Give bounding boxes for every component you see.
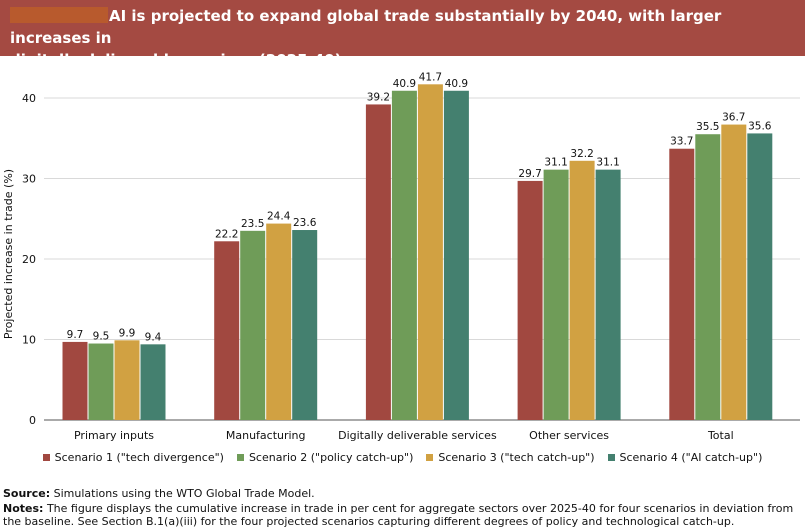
bar-scenario-3-cat-1 xyxy=(114,340,140,420)
legend-swatch xyxy=(607,454,615,461)
legend-swatch xyxy=(426,454,434,461)
legend-label: Scenario 2 ("policy catch-up") xyxy=(248,451,414,464)
chart-title-line1: AI is projected to expand global trade s… xyxy=(10,7,722,47)
data-label: 31.1 xyxy=(596,157,619,169)
data-label: 36.7 xyxy=(722,112,745,124)
legend-swatch xyxy=(236,454,244,461)
data-label: 40.9 xyxy=(445,78,468,90)
data-label: 40.9 xyxy=(393,78,416,90)
bar-scenario-4-cat-3 xyxy=(443,90,469,420)
notes-text: The figure displays the cumulative incre… xyxy=(3,501,794,529)
data-label: 35.5 xyxy=(696,121,719,133)
bar-scenario-1-cat-3 xyxy=(365,104,391,420)
bar-scenario-2-cat-2 xyxy=(240,230,266,420)
y-tick-label: 40 xyxy=(22,92,36,105)
data-label: 41.7 xyxy=(419,71,442,83)
notes-note: Notes: The figure displays the cumulativ… xyxy=(3,502,803,529)
legend-label: Scenario 1 ("tech divergence") xyxy=(54,451,224,464)
data-label: 31.1 xyxy=(544,157,567,169)
legend-item-scenario-2: Scenario 2 ("policy catch-up") xyxy=(236,451,414,464)
legend-item-scenario-1: Scenario 1 ("tech divergence") xyxy=(42,451,224,464)
x-category-label: Other services xyxy=(529,429,609,442)
data-label: 9.5 xyxy=(93,331,110,343)
y-tick-label: 10 xyxy=(22,334,36,347)
bar-scenario-3-cat-4 xyxy=(569,160,595,420)
data-label: 24.4 xyxy=(267,211,291,223)
bar-chart: 0 10 20 30 40 9.7 9.5 9.9 9.4 22.223.524.423.6 39… xyxy=(2,71,800,442)
x-category-label: Primary inputs xyxy=(74,429,154,442)
bar-scenario-4-cat-1 xyxy=(140,344,166,420)
data-label: 9.9 xyxy=(119,327,136,339)
notes-label: Notes: xyxy=(3,501,44,515)
legend-label: Scenario 4 ("AI catch-up") xyxy=(619,451,763,464)
bar-scenario-4-cat-2 xyxy=(292,230,318,420)
data-label: 23.5 xyxy=(241,218,264,230)
bar-scenario-1-cat-4 xyxy=(517,180,543,420)
source-note: Source: Simulations using the WTO Global… xyxy=(3,487,803,501)
data-labels: 9.7 9.5 9.9 9.422.223.524.423.639.240.941.7… xyxy=(67,71,772,343)
data-label: 35.6 xyxy=(748,120,772,132)
data-label: 9.7 xyxy=(67,329,84,341)
data-label: 32.2 xyxy=(570,148,593,160)
bar-scenario-2-cat-4 xyxy=(543,169,569,420)
bar-scenario-3-cat-5 xyxy=(721,124,747,420)
bar-scenario-4-cat-4 xyxy=(595,169,621,420)
legend-item-scenario-4: Scenario 4 ("AI catch-up") xyxy=(607,451,763,464)
x-category-label: Digitally deliverable services xyxy=(338,429,497,442)
y-axis-ticks: 0 10 20 30 40 xyxy=(22,92,36,427)
source-label: Source: xyxy=(3,487,51,500)
y-axis-label: Projected increase in trade (%) xyxy=(2,169,15,339)
data-label: 29.7 xyxy=(518,168,541,180)
y-tick-label: 30 xyxy=(22,173,36,186)
bar-scenario-4-cat-5 xyxy=(747,133,773,421)
bar-scenario-3-cat-2 xyxy=(266,223,292,420)
bar-scenario-2-cat-3 xyxy=(391,90,417,420)
bar-scenario-1-cat-5 xyxy=(669,148,695,420)
bar-scenario-2-cat-1 xyxy=(88,343,114,420)
chart-legend: Scenario 1 ("tech divergence") Scenario 2… xyxy=(0,451,805,464)
legend-item-scenario-3: Scenario 3 ("tech catch-up") xyxy=(426,451,595,464)
source-text: Simulations using the WTO Global Trade M… xyxy=(53,487,315,500)
data-label: 23.6 xyxy=(293,217,317,229)
bar-scenario-2-cat-5 xyxy=(695,134,721,420)
bar-scenario-1-cat-1 xyxy=(62,341,88,420)
legend-label: Scenario 3 ("tech catch-up") xyxy=(438,451,595,464)
bar-scenario-1-cat-2 xyxy=(214,241,240,420)
data-label: 33.7 xyxy=(670,136,693,148)
bar-series xyxy=(62,84,773,421)
y-tick-label: 0 xyxy=(29,414,36,427)
data-label: 39.2 xyxy=(367,91,390,103)
chart-title-line2: digitally deliverable services (2025-40) xyxy=(10,51,342,69)
y-tick-label: 20 xyxy=(22,253,36,266)
data-label: 22.2 xyxy=(215,228,238,240)
title-redaction-mark xyxy=(10,7,108,23)
figure-notes: Source: Simulations using the WTO Global… xyxy=(3,487,803,530)
x-category-label: Total xyxy=(707,429,734,442)
legend-swatch xyxy=(42,454,50,461)
chart-title-banner: AI is projected to expand global trade s… xyxy=(0,0,805,69)
bar-scenario-3-cat-3 xyxy=(417,84,443,420)
x-axis-categories: Primary inputs Manufacturing Digitally del… xyxy=(74,429,734,442)
x-category-label: Manufacturing xyxy=(226,429,306,442)
data-label: 9.4 xyxy=(145,331,162,343)
